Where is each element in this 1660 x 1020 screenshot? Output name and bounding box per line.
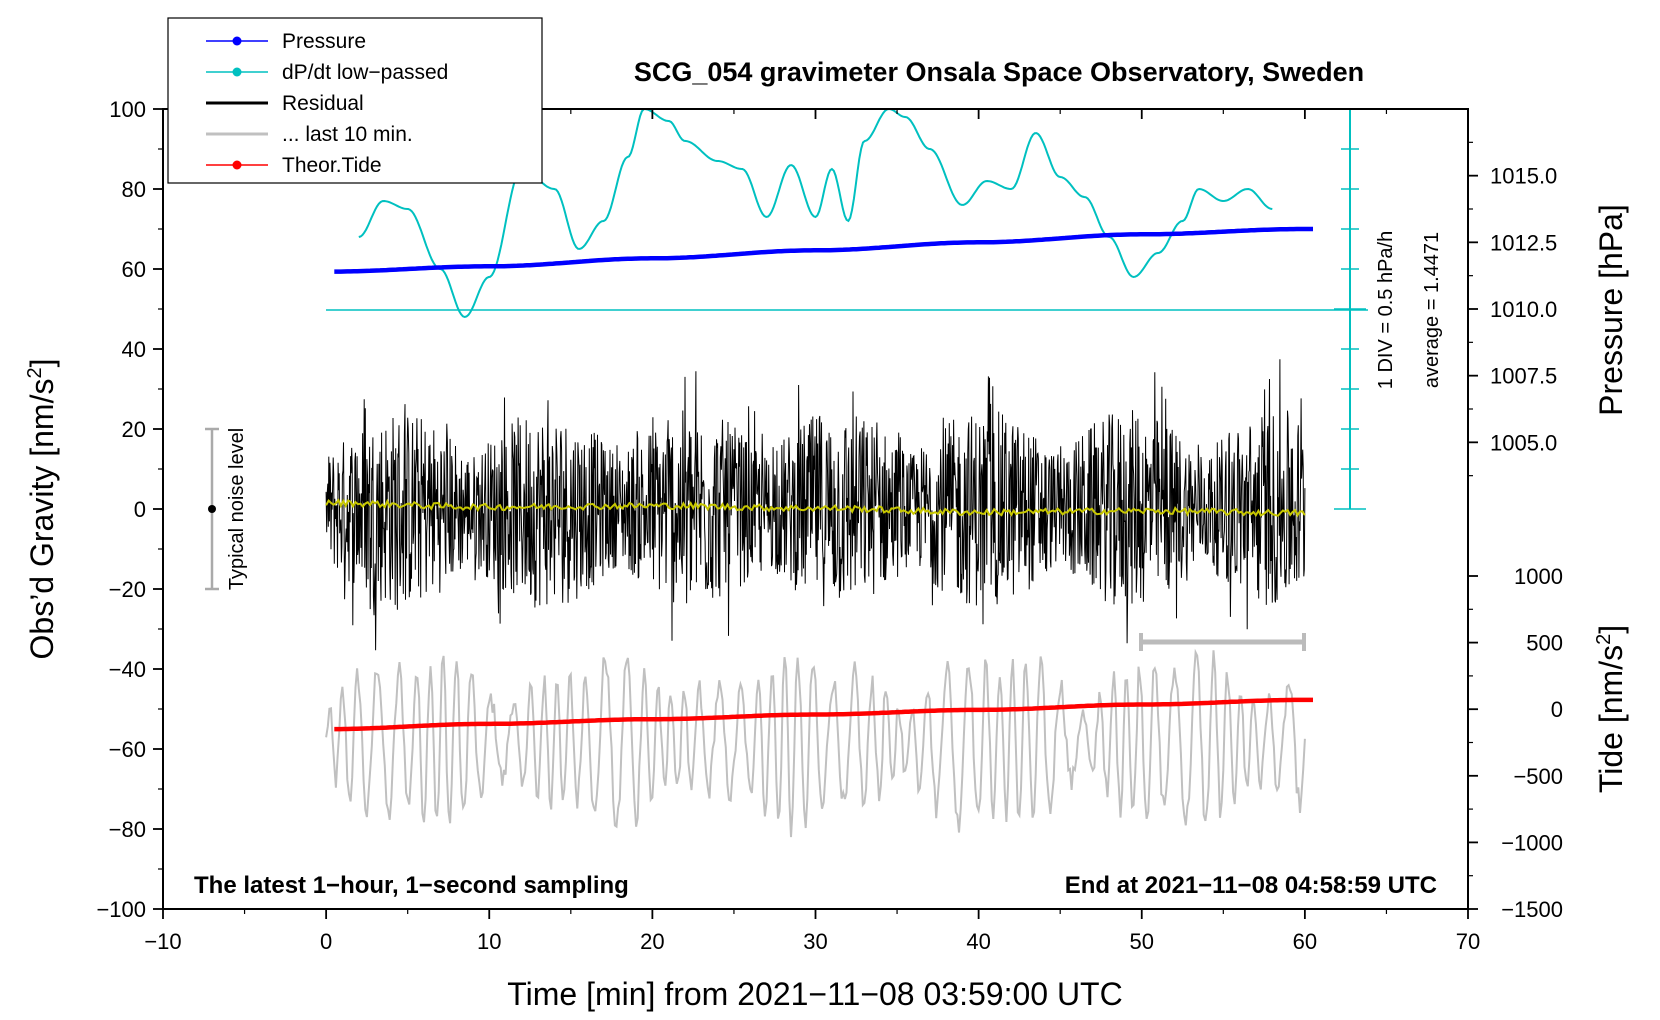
residual-series bbox=[325, 359, 1306, 651]
y-left-tick-label: 60 bbox=[122, 257, 146, 282]
y-left-axis-title-sup: 2 bbox=[24, 367, 46, 378]
y-left-tick-label: 80 bbox=[122, 177, 146, 202]
y-left-tick-label: −40 bbox=[109, 657, 146, 682]
legend-marker bbox=[232, 67, 242, 77]
pressure-tick-label: 1007.5 bbox=[1490, 364, 1557, 389]
y-left-axis-title-main: Obs’d Gravity [nm/s bbox=[24, 379, 60, 660]
y-left-tick-label: −60 bbox=[109, 737, 146, 762]
pressure-tick-label: 1010.0 bbox=[1490, 297, 1557, 322]
legend-label: Theor.Tide bbox=[282, 154, 382, 177]
residual-line bbox=[325, 359, 1306, 651]
y-right-tide-title: Tide [nm/s2] bbox=[1593, 625, 1629, 793]
dpdt-average-label: average = 1.4471 bbox=[1421, 232, 1443, 388]
y-left-axis-title: Obs’d Gravity [nm/s2] bbox=[24, 359, 60, 660]
legend-marker bbox=[232, 36, 242, 46]
tide-tick-label: 1000 bbox=[1514, 564, 1563, 589]
tide-tick-label: 0 bbox=[1551, 697, 1563, 722]
legend: Pressure dP/dt low−passed Residual ... last… bbox=[167, 17, 543, 184]
pressure-tick-label: 1012.5 bbox=[1490, 230, 1557, 255]
x-tick-label: 30 bbox=[803, 929, 827, 954]
noise-level-label: Typical noise level bbox=[226, 428, 248, 590]
bottom-left-note: The latest 1−hour, 1−second sampling bbox=[194, 872, 629, 899]
legend-label: dP/dt low−passed bbox=[282, 61, 448, 84]
legend-label: Pressure bbox=[282, 30, 366, 53]
y-left-tick-label: 20 bbox=[122, 417, 146, 442]
x-tick-label: 70 bbox=[1456, 929, 1480, 954]
theor-tide-line bbox=[334, 697, 1313, 732]
x-tick-label: 50 bbox=[1130, 929, 1154, 954]
y-left-tick-label: 100 bbox=[109, 97, 146, 122]
legend-box bbox=[167, 17, 543, 184]
x-tick-label: 20 bbox=[640, 929, 664, 954]
tide-tick-label: −1500 bbox=[1501, 897, 1563, 922]
dpdt-scale-label: 1 DIV = 0.5 hPa/h bbox=[1375, 231, 1397, 389]
legend-marker bbox=[232, 160, 242, 170]
dpdt-line bbox=[358, 109, 1273, 319]
noise-level-dot bbox=[208, 505, 216, 513]
y-right-pressure-title: Pressure [hPa] bbox=[1593, 204, 1629, 416]
residual-smooth-line bbox=[325, 498, 1306, 518]
x-axis-title: Time [min] from 2021−11−08 03:59:00 UTC bbox=[507, 976, 1122, 1012]
y-left-tick-label: −100 bbox=[96, 897, 146, 922]
y-right-tide-title-sup: 2 bbox=[1593, 634, 1615, 645]
theor-tide-series bbox=[334, 697, 1313, 732]
x-tick-label: 60 bbox=[1293, 929, 1317, 954]
x-tick-label: 40 bbox=[966, 929, 990, 954]
y-right-tide-title-main: Tide [nm/s bbox=[1593, 645, 1629, 793]
pressure-tick-label: 1015.0 bbox=[1490, 164, 1557, 189]
y-left-tick-label: −80 bbox=[109, 817, 146, 842]
pressure-line bbox=[334, 226, 1313, 274]
tide-tick-label: 500 bbox=[1526, 631, 1563, 656]
x-tick-label: 10 bbox=[477, 929, 501, 954]
last-10-min-series bbox=[325, 648, 1306, 838]
y-left-tick-label: 40 bbox=[122, 337, 146, 362]
tide-tick-label: −500 bbox=[1513, 764, 1563, 789]
chart-title: SCG_054 gravimeter Onsala Space Observat… bbox=[634, 57, 1364, 87]
residual-smooth-series bbox=[325, 498, 1306, 518]
pressure-series bbox=[334, 226, 1313, 274]
last-10-min-line bbox=[325, 648, 1306, 838]
pressure-tick-label: 1005.0 bbox=[1490, 430, 1557, 455]
y-right-tide-title-close: ] bbox=[1593, 625, 1629, 634]
dpdt-series bbox=[358, 109, 1273, 319]
legend-label: Residual bbox=[282, 92, 364, 115]
y-left-tick-label: −20 bbox=[109, 577, 146, 602]
bottom-right-note: End at 2021−11−08 04:58:59 UTC bbox=[1065, 872, 1437, 899]
y-left-axis-title-close: ] bbox=[24, 359, 60, 368]
legend-label: ... last 10 min. bbox=[282, 123, 413, 146]
dpdt-scale-bar bbox=[1334, 108, 1366, 510]
y-left-tick-label: 0 bbox=[134, 497, 146, 522]
tide-tick-label: −1000 bbox=[1501, 830, 1563, 855]
axes: −10 0 10 20 30 40 50 60 70100806040200−20−40−60−… bbox=[96, 97, 1563, 954]
x-tick-label: −10 bbox=[144, 929, 181, 954]
x-tick-label: 0 bbox=[320, 929, 332, 954]
